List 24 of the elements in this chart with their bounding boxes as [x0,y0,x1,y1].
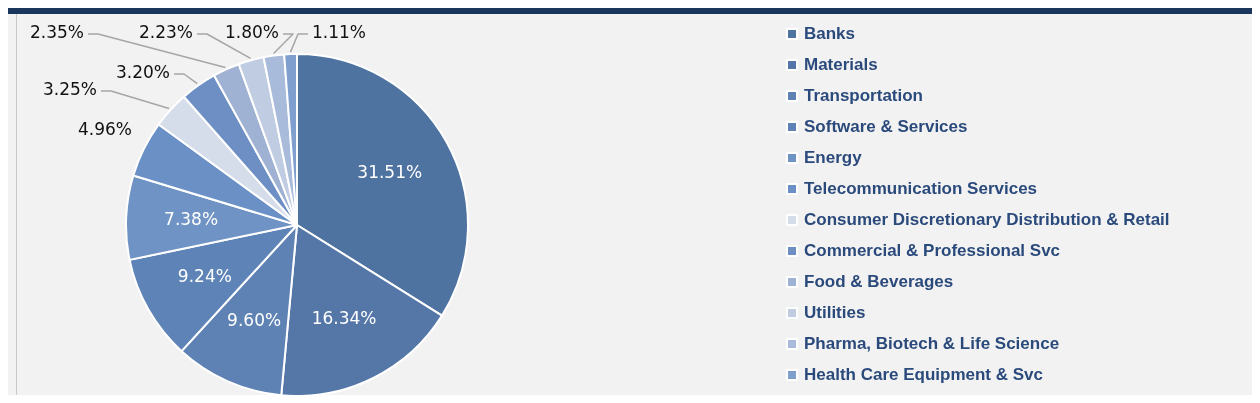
data-label: 9.24% [177,265,232,286]
data-label: 4.96% [77,119,133,140]
data-label: 31.51% [357,162,423,183]
data-label: 1.80% [224,22,280,43]
legend-label: Telecommunication Services [804,178,1038,199]
data-label: 2.23% [138,22,194,43]
legend-label: Transportation [804,85,924,106]
data-label: 2.35% [29,22,85,43]
data-label: 7.38% [164,208,219,229]
data-label: 3.20% [115,62,171,83]
legend-label: Food & Beverages [804,271,954,292]
legend-label: Banks [804,23,856,44]
data-label: 16.34% [311,308,377,329]
legend-label: Commercial & Professional Svc [804,240,1061,261]
legend-label: Materials [804,54,878,75]
legend-label: Pharma, Biotech & Life Science [804,333,1060,354]
legend-label: Health Care Equipment & Svc [804,364,1044,385]
legend-label: Consumer Discretionary Distribution & Retail [804,209,1170,230]
legend-label: Energy [804,147,862,168]
data-label: 1.11% [311,22,367,43]
legend-label: Software & Services [804,116,968,137]
data-label: 3.25% [42,79,98,100]
data-label: 9.60% [227,310,282,331]
legend-label: Utilities [804,302,866,323]
